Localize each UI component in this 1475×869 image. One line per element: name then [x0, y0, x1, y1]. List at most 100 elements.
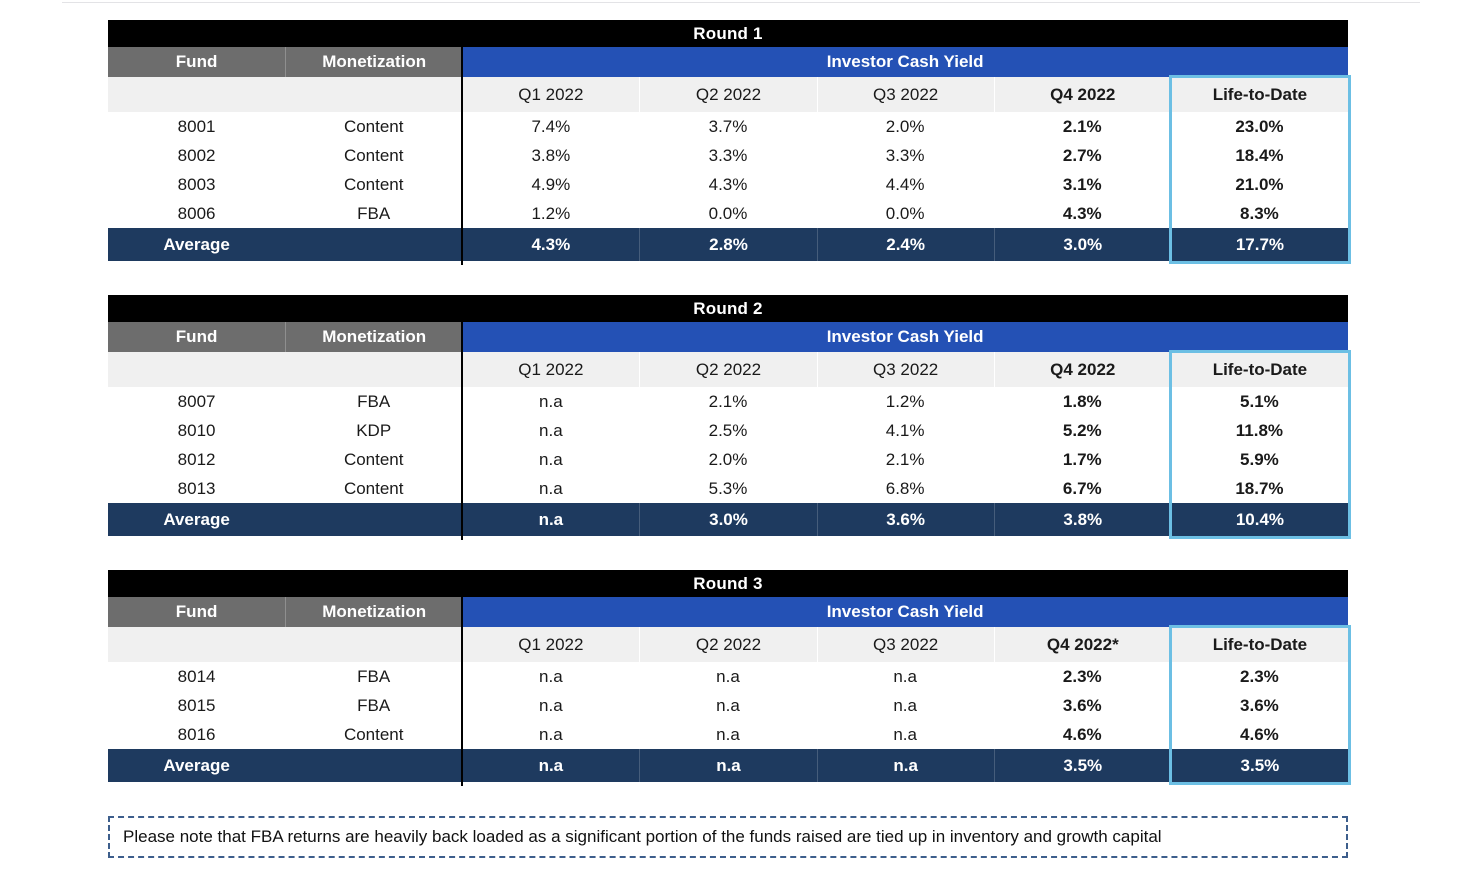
yield-value: 7.4% [531, 116, 571, 136]
fund-row: 8012 Content n.a 2.0% 2.1% 1.7% 5.9% [108, 445, 1348, 474]
yield-value: 4.3% [1062, 203, 1102, 223]
fund-row: 8006 FBA 1.2% 0.0% 0.0% 4.3% 8.3% [108, 199, 1348, 228]
fund-id: 8014 [177, 666, 216, 686]
column-divider-line [461, 47, 464, 265]
monetization-value: Content [343, 116, 404, 136]
top-divider [62, 2, 1420, 3]
average-value: 3.0% [993, 228, 1171, 261]
yield-value: n.a [893, 666, 917, 686]
life-to-date-value: 5.9% [1240, 449, 1279, 469]
yield-value: n.a [716, 724, 740, 744]
investor-cash-yield-header: Investor Cash Yield [462, 597, 1348, 627]
empty-cell [108, 77, 285, 112]
yield-value: 1.2% [531, 203, 571, 223]
monetization-value: Content [343, 449, 404, 469]
fund-id: 8003 [177, 174, 216, 194]
average-value: 2.8% [639, 228, 816, 261]
empty-cell [285, 77, 462, 112]
yield-value: 1.7% [1062, 449, 1102, 469]
yield-value: n.a [539, 724, 563, 744]
yield-value: n.a [539, 449, 563, 469]
average-value: n.a [639, 749, 816, 782]
fund-row: 8010 KDP n.a 2.5% 4.1% 5.2% 11.8% [108, 416, 1348, 445]
column-header-row: Fund Monetization Investor Cash Yield [108, 47, 1348, 77]
average-label: Average [163, 509, 230, 529]
quarter-header: Q4 2022 [993, 77, 1171, 112]
yield-value: 0.0% [708, 203, 748, 223]
monetization-value: KDP [356, 420, 392, 440]
average-value: n.a [816, 749, 994, 782]
fund-row: 8014 FBA n.a n.a n.a 2.3% 2.3% [108, 662, 1348, 691]
footnote-text: Please note that FBA returns are heavily… [123, 827, 1162, 846]
average-value: 3.0% [639, 503, 816, 536]
empty-cell [285, 627, 462, 662]
yield-value: 6.7% [1062, 478, 1102, 498]
fund-row: 8007 FBA n.a 2.1% 1.2% 1.8% 5.1% [108, 387, 1348, 416]
fund-row: 8002 Content 3.8% 3.3% 3.3% 2.7% 18.4% [108, 141, 1348, 170]
average-row: Average 4.3% 2.8% 2.4% 3.0% 17.7% [108, 228, 1348, 261]
average-value: 4.3% [531, 234, 571, 254]
column-divider-line [461, 322, 464, 540]
yield-value: 2.1% [1062, 116, 1102, 136]
yield-value: 2.5% [708, 420, 748, 440]
column-divider-line [461, 597, 464, 786]
monetization-column-header: Monetization [285, 47, 463, 77]
quarter-header: Q1 2022 [518, 634, 584, 654]
average-value: 3.8% [993, 503, 1171, 536]
quarter-header-row: Q1 2022 Q2 2022 Q3 2022 Q4 2022* Life-to-Dat… [108, 627, 1348, 662]
yield-value: n.a [893, 724, 917, 744]
average-value: n.a [538, 509, 564, 529]
quarter-header: Q3 2022 [816, 77, 994, 112]
footnote-box: Please note that FBA returns are heavily… [108, 816, 1348, 858]
average-value: 2.4% [816, 228, 994, 261]
yield-value: n.a [893, 695, 917, 715]
monetization-value: FBA [357, 391, 391, 411]
life-to-date-value: 8.3% [1240, 203, 1279, 223]
fund-row: 8001 Content 7.4% 3.7% 2.0% 2.1% 23.0% [108, 112, 1348, 141]
yield-value: 4.4% [885, 174, 925, 194]
monetization-value: FBA [357, 695, 391, 715]
quarter-header: Q3 2022 [816, 352, 994, 387]
average-life-to-date-value: 17.7% [1170, 228, 1348, 261]
monetization-value: FBA [357, 666, 391, 686]
round-table: Round 3 Fund Monetization Investor Cash … [108, 570, 1351, 786]
yield-value: n.a [716, 666, 740, 686]
yield-value: 3.7% [708, 116, 748, 136]
yield-value: n.a [539, 478, 563, 498]
average-row: Average n.a n.a n.a 3.5% 3.5% [108, 749, 1348, 782]
yield-value: n.a [716, 695, 740, 715]
yield-value: 4.9% [531, 174, 571, 194]
round-table: Round 1 Fund Monetization Investor Cash … [108, 20, 1351, 265]
life-to-date-value: 18.4% [1235, 145, 1284, 165]
empty-cell [108, 627, 285, 662]
round-title: Round 1 [108, 20, 1348, 47]
average-label: Average [163, 755, 230, 775]
yield-value: 3.1% [1062, 174, 1102, 194]
yield-value: 2.7% [1062, 145, 1102, 165]
fund-row: 8013 Content n.a 5.3% 6.8% 6.7% 18.7% [108, 474, 1348, 503]
average-value: 3.5% [993, 749, 1171, 782]
life-to-date-value: 11.8% [1235, 420, 1284, 440]
yield-value: 4.3% [708, 174, 748, 194]
fund-id: 8006 [177, 203, 216, 223]
monetization-value: FBA [357, 203, 391, 223]
empty-cell [285, 352, 462, 387]
empty-cell [285, 228, 462, 261]
quarter-header: Q2 2022 [639, 77, 816, 112]
fund-id: 8002 [177, 145, 216, 165]
monetization-value: Content [343, 724, 404, 744]
table-body: 8014 FBA n.a n.a n.a 2.3% 2.3% 8015 FBA n.a n… [108, 662, 1348, 749]
average-row: Average n.a 3.0% 3.6% 3.8% 10.4% [108, 503, 1348, 536]
quarter-header-row: Q1 2022 Q2 2022 Q3 2022 Q4 2022 Life-to-Date [108, 77, 1348, 112]
average-value: n.a [538, 755, 564, 775]
quarter-header-row: Q1 2022 Q2 2022 Q3 2022 Q4 2022 Life-to-Date [108, 352, 1348, 387]
round-title: Round 3 [108, 570, 1348, 597]
average-label: Average [163, 234, 230, 254]
empty-cell [285, 749, 462, 782]
fund-id: 8010 [177, 420, 216, 440]
yield-value: n.a [539, 666, 563, 686]
life-to-date-value: 4.6% [1240, 724, 1279, 744]
yield-value: 1.8% [1062, 391, 1102, 411]
yield-value: 3.6% [1062, 695, 1102, 715]
